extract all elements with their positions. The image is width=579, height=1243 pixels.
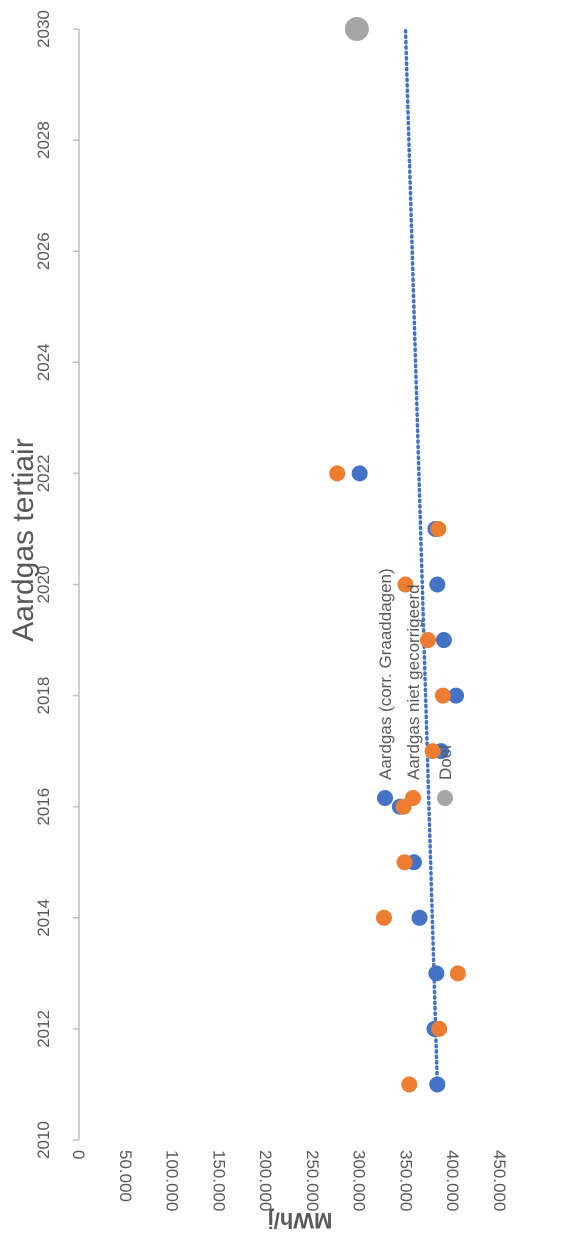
y-axis-tick-labels: 0 50.000 100.000 150.000 200.000 250.000 300.0… bbox=[69, 1150, 509, 1211]
data-point-series-2 bbox=[396, 854, 413, 871]
y-tick-label: 200.000 bbox=[256, 1150, 275, 1211]
x-tick-label: 2024 bbox=[34, 343, 53, 381]
x-tick-label: 2026 bbox=[34, 232, 53, 270]
legend-marker bbox=[437, 790, 453, 806]
legend-marker bbox=[377, 790, 393, 806]
plot-area: 2010 2012 2014 2016 2018 2020 2022 2024 2026 2028… bbox=[34, 10, 509, 1211]
legend-marker bbox=[405, 790, 421, 806]
data-point-series-2 bbox=[430, 520, 447, 537]
data-point-series-1 bbox=[448, 687, 465, 704]
data-point-series-2 bbox=[434, 687, 451, 704]
legend-label: Aardgas (corr. Graaddagen) bbox=[376, 568, 395, 780]
data-point-series-1 bbox=[429, 576, 446, 593]
y-tick-label: 0 bbox=[69, 1150, 88, 1159]
x-tick-label: 2030 bbox=[34, 10, 53, 48]
x-tick-label: 2012 bbox=[34, 1010, 53, 1048]
x-tick-label: 2014 bbox=[34, 899, 53, 937]
x-tick-label: 2022 bbox=[34, 454, 53, 492]
data-point-series-1 bbox=[435, 632, 452, 649]
data-point-series-1 bbox=[428, 965, 445, 982]
x-axis-ticks bbox=[73, 28, 79, 1141]
data-point-series-2 bbox=[375, 909, 392, 926]
trendline bbox=[403, 27, 440, 1087]
data-point-series-2 bbox=[329, 465, 346, 482]
y-tick-label: 100.000 bbox=[163, 1150, 182, 1211]
x-axis-tick-labels: 2010 2012 2014 2016 2018 2020 2022 2024 2026 2028… bbox=[34, 10, 53, 1159]
data-point-series-2 bbox=[401, 1076, 418, 1093]
x-tick-label: 2010 bbox=[34, 1121, 53, 1159]
data-point-series-2 bbox=[397, 576, 414, 593]
y-axis-label: MWh/j bbox=[268, 1208, 333, 1233]
x-tick-label: 2018 bbox=[34, 677, 53, 715]
chart-title: Aardgas tertiair bbox=[7, 438, 40, 641]
data-point-series-3 bbox=[344, 17, 369, 41]
data-point-series-1 bbox=[411, 909, 428, 926]
y-tick-label: 350.000 bbox=[396, 1150, 415, 1211]
data-point-series-2 bbox=[424, 743, 441, 760]
y-tick-label: 300.000 bbox=[350, 1150, 369, 1211]
y-tick-label: 400.000 bbox=[443, 1150, 462, 1211]
data-point-series-2 bbox=[449, 965, 466, 982]
x-tick-label: 2020 bbox=[34, 566, 53, 604]
x-tick-label: 2016 bbox=[34, 788, 53, 826]
data-point-series-1 bbox=[351, 465, 368, 482]
y-tick-label: 450.000 bbox=[490, 1150, 509, 1211]
legend-label: Doel bbox=[436, 745, 455, 780]
data-points bbox=[329, 17, 466, 1093]
data-point-series-2 bbox=[419, 632, 436, 649]
legend: Aardgas (corr. Graaddagen) Aardgas niet g… bbox=[376, 568, 455, 806]
x-tick-label: 2028 bbox=[34, 121, 53, 159]
y-tick-label: 50.000 bbox=[116, 1150, 135, 1202]
data-point-series-2 bbox=[431, 1020, 448, 1037]
legend-label: Aardgas niet gecorrigeerd bbox=[404, 584, 423, 780]
y-tick-label: 150.000 bbox=[209, 1150, 228, 1211]
data-point-series-1 bbox=[429, 1076, 446, 1093]
y-tick-label: 250.000 bbox=[303, 1150, 322, 1211]
